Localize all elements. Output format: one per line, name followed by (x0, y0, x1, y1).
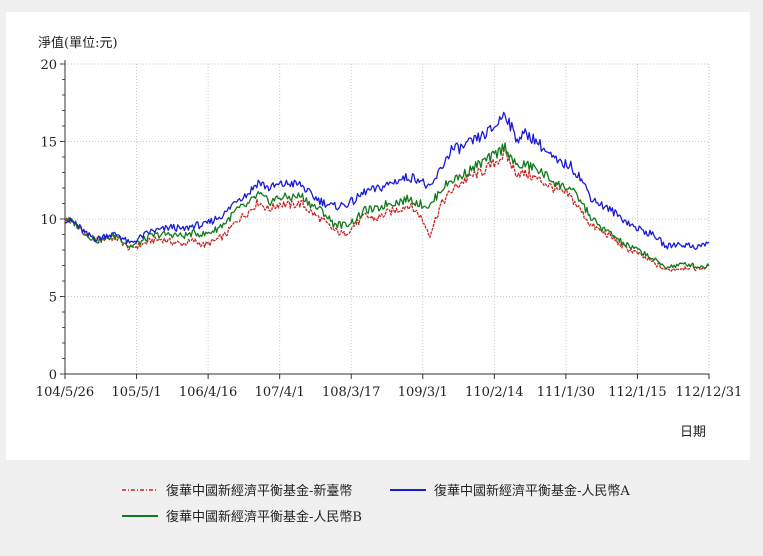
series-line-cny-a (64, 111, 710, 251)
chart-panel: 淨值(單位:元) 0 5 10 15 20 104/5/26 105/5/1 106/4/16… (6, 12, 750, 460)
legend-swatch-twd (122, 488, 158, 491)
x-tick-label: 109/3/1 (398, 385, 448, 400)
x-tick-label: 106/4/16 (179, 385, 237, 400)
chart-legend: 復華中國新經濟平衡基金-新臺幣 復華中國新經濟平衡基金-人民幣A 復華中國新經濟… (120, 470, 720, 540)
x-tick-label: 107/4/1 (255, 385, 305, 400)
axes: 0 5 10 15 20 104/5/26 105/5/1 106/4/16 107/4/1 10… (36, 58, 743, 400)
legend-item-twd: 復華中國新經濟平衡基金-新臺幣 (120, 480, 352, 499)
y-axis-label: 淨值(單位:元) (38, 35, 118, 51)
y-tick-label: 20 (40, 58, 57, 73)
x-tick-label: 104/5/26 (36, 385, 94, 400)
x-tick-label: 105/5/1 (111, 385, 161, 400)
y-tick-label: 10 (40, 213, 57, 228)
legend-label-cny-b: 復華中國新經濟平衡基金-人民幣B (166, 510, 362, 525)
x-tick-label: 112/12/31 (676, 385, 743, 400)
x-tick-label: 108/3/17 (322, 385, 380, 400)
legend-item-cny-b: 復華中國新經濟平衡基金-人民幣B (120, 506, 362, 525)
x-axis-label: 日期 (680, 425, 706, 440)
series-line-cny-b (64, 142, 710, 270)
legend-item-cny-a: 復華中國新經濟平衡基金-人民幣A (388, 480, 630, 499)
legend-swatch-cny-b (122, 514, 158, 517)
x-tick-label: 111/1/30 (537, 385, 595, 400)
y-tick-label: 0 (49, 368, 57, 383)
x-tick-label: 110/2/14 (465, 385, 523, 400)
x-tick-label: 112/1/15 (608, 385, 666, 400)
data-series (64, 111, 710, 272)
y-tick-label: 15 (40, 136, 57, 151)
legend-label-cny-a: 復華中國新經濟平衡基金-人民幣A (434, 484, 630, 499)
line-chart: 淨值(單位:元) 0 5 10 15 20 104/5/26 105/5/1 106/4/16… (36, 35, 743, 440)
y-tick-label: 5 (49, 291, 57, 306)
grid-lines (65, 63, 710, 374)
legend-label-twd: 復華中國新經濟平衡基金-新臺幣 (166, 484, 353, 499)
legend-swatch-cny-a (390, 488, 426, 491)
